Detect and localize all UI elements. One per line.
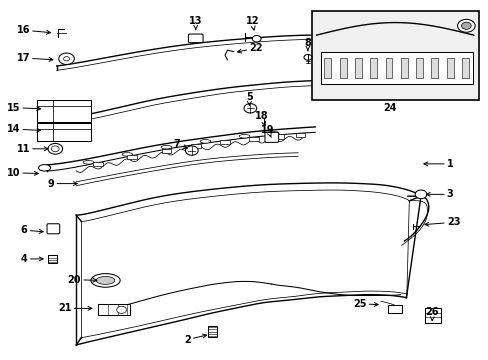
FancyBboxPatch shape — [311, 11, 478, 100]
FancyBboxPatch shape — [295, 133, 305, 137]
Text: 18: 18 — [254, 111, 268, 126]
FancyBboxPatch shape — [47, 224, 60, 234]
FancyBboxPatch shape — [385, 58, 391, 78]
FancyBboxPatch shape — [48, 255, 57, 263]
Text: 8: 8 — [304, 38, 311, 51]
FancyBboxPatch shape — [273, 135, 283, 139]
FancyBboxPatch shape — [207, 326, 216, 337]
FancyBboxPatch shape — [93, 162, 103, 166]
Circle shape — [304, 54, 311, 60]
FancyBboxPatch shape — [354, 58, 361, 78]
Text: 23: 23 — [424, 217, 459, 227]
Text: 19: 19 — [261, 125, 274, 138]
Text: 1: 1 — [423, 159, 453, 169]
Ellipse shape — [268, 132, 279, 135]
FancyBboxPatch shape — [461, 58, 468, 78]
FancyBboxPatch shape — [320, 52, 472, 84]
Text: 13: 13 — [188, 17, 202, 30]
FancyBboxPatch shape — [446, 58, 452, 78]
Text: 20: 20 — [67, 275, 97, 285]
Text: 10: 10 — [7, 168, 38, 178]
FancyBboxPatch shape — [190, 144, 200, 148]
FancyBboxPatch shape — [339, 58, 346, 78]
FancyBboxPatch shape — [415, 58, 422, 78]
Circle shape — [51, 146, 59, 152]
Text: 9: 9 — [47, 179, 77, 189]
Ellipse shape — [239, 134, 249, 138]
Text: 21: 21 — [58, 303, 92, 314]
Circle shape — [48, 143, 62, 154]
Circle shape — [414, 190, 426, 199]
FancyBboxPatch shape — [37, 123, 91, 140]
Ellipse shape — [39, 165, 51, 171]
FancyBboxPatch shape — [400, 58, 407, 78]
FancyBboxPatch shape — [430, 58, 437, 78]
FancyBboxPatch shape — [324, 58, 330, 78]
Circle shape — [457, 19, 474, 32]
Text: 5: 5 — [245, 92, 252, 105]
Text: 14: 14 — [7, 124, 41, 134]
Circle shape — [59, 53, 74, 64]
Circle shape — [117, 306, 126, 314]
Circle shape — [461, 22, 470, 30]
Ellipse shape — [200, 140, 210, 143]
FancyBboxPatch shape — [264, 132, 278, 142]
Text: 12: 12 — [245, 17, 259, 30]
Text: 16: 16 — [17, 25, 50, 35]
Text: 4: 4 — [20, 254, 43, 264]
Circle shape — [252, 36, 261, 42]
FancyBboxPatch shape — [188, 34, 203, 42]
Circle shape — [63, 57, 69, 61]
FancyBboxPatch shape — [220, 140, 229, 144]
FancyBboxPatch shape — [369, 58, 376, 78]
Circle shape — [244, 104, 256, 113]
Ellipse shape — [96, 276, 115, 284]
Text: 24: 24 — [382, 103, 396, 113]
Ellipse shape — [161, 145, 171, 149]
Text: 6: 6 — [20, 225, 43, 235]
Text: 25: 25 — [352, 299, 377, 309]
FancyBboxPatch shape — [98, 304, 130, 315]
Text: 26: 26 — [425, 307, 438, 321]
FancyBboxPatch shape — [387, 305, 401, 313]
FancyBboxPatch shape — [249, 136, 259, 141]
Text: 17: 17 — [17, 53, 53, 63]
FancyBboxPatch shape — [37, 100, 91, 122]
FancyBboxPatch shape — [424, 309, 440, 323]
Circle shape — [185, 146, 198, 155]
Text: 11: 11 — [17, 144, 48, 154]
FancyBboxPatch shape — [161, 149, 171, 153]
Ellipse shape — [83, 161, 94, 164]
Text: 3: 3 — [426, 189, 453, 199]
Text: 22: 22 — [237, 43, 263, 53]
Text: 15: 15 — [7, 103, 41, 113]
Text: 7: 7 — [173, 139, 187, 149]
Ellipse shape — [91, 274, 120, 287]
Ellipse shape — [122, 153, 133, 156]
Text: 2: 2 — [184, 334, 206, 345]
FancyBboxPatch shape — [127, 155, 137, 159]
